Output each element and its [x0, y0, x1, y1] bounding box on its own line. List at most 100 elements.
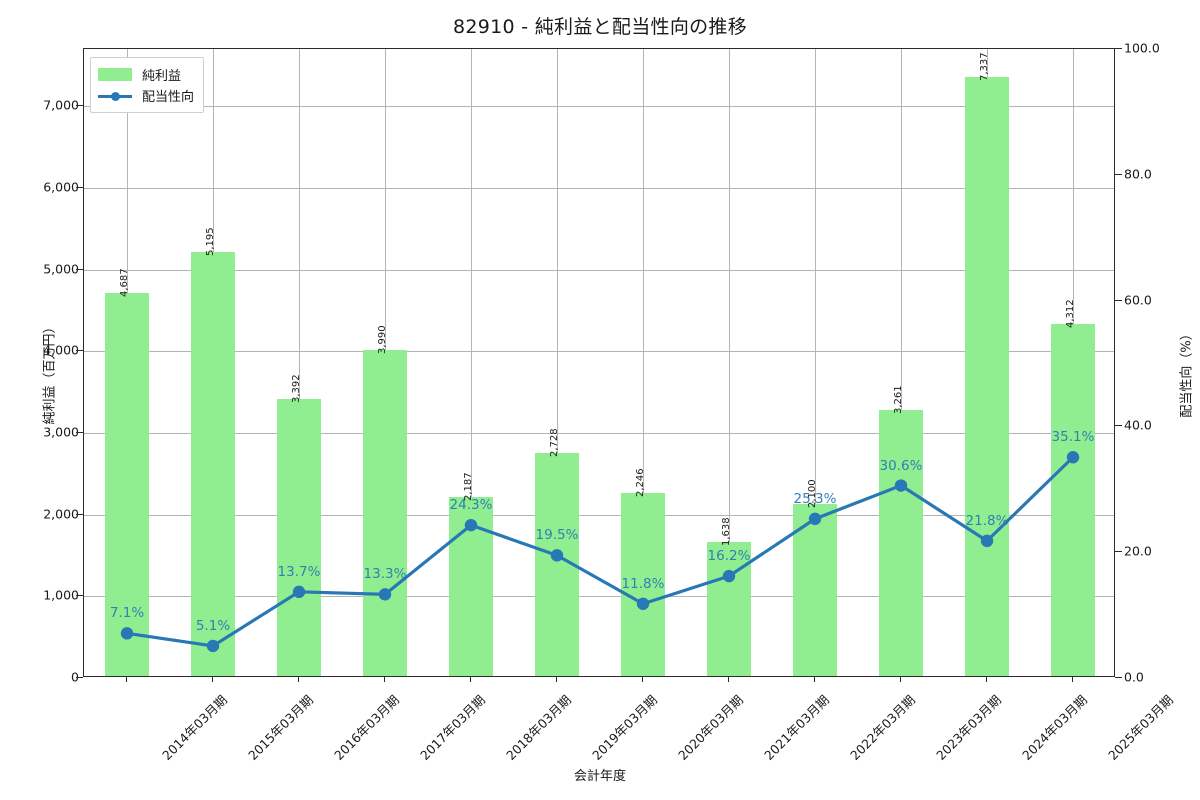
bar-value-label: 2,100 — [807, 479, 818, 509]
x-axis-tick-mark — [986, 677, 987, 682]
line-value-label: 16.2% — [707, 548, 751, 565]
y-axis-left-tick-label: 6,000 — [43, 179, 79, 195]
bar-2015年03月期[interactable] — [190, 251, 236, 676]
bar-2022年03月期[interactable] — [792, 504, 838, 676]
bar-2016年03月期[interactable] — [276, 398, 322, 676]
y-axis-left-tick-label: 4,000 — [43, 342, 79, 358]
line-marker-2015年03月期[interactable] — [206, 639, 220, 653]
bar-value-label: 5,195 — [205, 226, 216, 256]
x-axis-tick-label: 2019年03月期 — [589, 692, 660, 763]
line-marker-2014年03月期[interactable] — [120, 627, 134, 640]
bar-value-label: 2,187 — [463, 472, 474, 502]
x-axis-tick-label: 2020年03月期 — [675, 692, 746, 763]
line-marker-2023年03月期[interactable] — [894, 479, 908, 492]
bar-2023年03月期[interactable] — [878, 409, 924, 676]
bar-value-label: 2,246 — [635, 467, 646, 497]
line-value-label: 11.8% — [621, 575, 665, 592]
bar-2014年03月期[interactable] — [104, 293, 150, 676]
gridline-vertical — [643, 49, 644, 676]
line-value-label: 13.7% — [277, 563, 321, 580]
x-axis-tick-mark — [298, 677, 299, 682]
line-series — [120, 451, 1080, 653]
x-axis-tick-label: 2022年03月期 — [847, 692, 918, 763]
x-axis-tick-mark — [556, 677, 557, 682]
gridline-vertical — [471, 49, 472, 676]
line-marker-2016年03月期[interactable] — [292, 585, 306, 599]
line-marker-2025年03月期[interactable] — [1066, 451, 1080, 464]
legend-label-payout-ratio: 配当性向 — [142, 90, 195, 105]
y-axis-right-tick-label: 0.0 — [1124, 669, 1144, 685]
y-axis-right-tick-label: 80.0 — [1124, 166, 1152, 182]
chart-title: 82910 - 純利益と配当性向の推移 — [452, 16, 748, 38]
y-axis-left-tick-label: 7,000 — [43, 97, 79, 113]
x-axis-tick-mark — [900, 677, 901, 682]
y-axis-left-tick-label: 3,000 — [43, 424, 79, 440]
y-axis-left-tick-mark — [76, 513, 83, 515]
bar-value-label: 2,728 — [549, 428, 560, 458]
x-axis-tick-mark — [126, 677, 127, 682]
y-axis-right-tick-label: 40.0 — [1124, 417, 1152, 433]
gridline-vertical — [557, 49, 558, 676]
legend-label-net-income: 純利益 — [142, 69, 182, 84]
y-axis-left-tick-mark — [76, 186, 83, 188]
bar-2020年03月期[interactable] — [620, 492, 666, 676]
x-axis-tick-mark — [470, 677, 471, 682]
bar-value-label: 7,337 — [979, 52, 990, 81]
y-axis-right-title: 配当性向（%） — [1179, 327, 1195, 418]
x-axis-tick-label: 2015年03月期 — [245, 692, 316, 763]
x-axis-tick-label: 2023年03月期 — [933, 692, 1004, 763]
y-axis-left-tick-mark — [76, 677, 83, 678]
bar-value-label: 3,990 — [377, 325, 388, 355]
y-axis-right-tick-mark — [1115, 677, 1122, 678]
y-axis-right-tick-label: 20.0 — [1124, 543, 1152, 559]
bar-2025年03月期[interactable] — [1050, 323, 1096, 676]
x-axis-tick-label: 2014年03月期 — [159, 692, 230, 763]
y-axis-left-tick-mark — [76, 595, 83, 597]
bar-value-label: 4,687 — [119, 268, 130, 298]
legend-item-payout-ratio: 配当性向 — [98, 85, 194, 106]
line-marker-2021年03月期[interactable] — [722, 569, 736, 583]
x-axis-tick-label: 2017年03月期 — [417, 692, 488, 763]
line-marker-2022年03月期[interactable] — [808, 512, 822, 526]
bar-2017年03月期[interactable] — [362, 350, 408, 676]
y-axis-left-title: 純利益（百万円） — [42, 320, 58, 425]
y-axis-left-tick-label: 0 — [71, 670, 79, 685]
x-axis-tick-label: 2024年03月期 — [1019, 692, 1090, 763]
y-axis-left-tick-mark — [76, 431, 83, 433]
line-value-label: 13.3% — [363, 566, 407, 583]
y-axis-left-tick-mark — [76, 105, 83, 107]
line-value-label: 25.3% — [793, 490, 837, 507]
line-marker-2017年03月期[interactable] — [378, 588, 392, 601]
gridline-vertical — [299, 49, 300, 676]
x-axis-tick-label: 2025年03月期 — [1105, 692, 1176, 763]
x-axis-tick-mark — [642, 677, 643, 682]
line-marker-2020年03月期[interactable] — [636, 597, 650, 610]
x-axis-tick-mark — [1072, 677, 1073, 682]
bar-2024年03月期[interactable] — [964, 76, 1010, 676]
line-marker-2019年03月期[interactable] — [550, 549, 564, 562]
bar-value-label: 1,638 — [721, 517, 732, 547]
y-axis-left-tick-label: 5,000 — [43, 261, 79, 277]
gridline-horizontal — [84, 351, 1114, 353]
line-value-label: 5.1% — [195, 617, 231, 634]
legend-line-swatch-icon — [98, 89, 132, 102]
chart-legend: 純利益 配当性向 — [90, 57, 205, 113]
x-axis-tick-mark — [212, 677, 213, 682]
gridline-horizontal — [84, 187, 1114, 189]
x-axis-tick-mark — [814, 677, 815, 682]
x-axis-tick-mark — [728, 677, 729, 682]
legend-item-net-income: 純利益 — [98, 64, 194, 85]
bar-value-label: 3,261 — [893, 384, 904, 414]
line-value-label: 19.5% — [535, 527, 579, 544]
x-axis-tick-label: 2018年03月期 — [503, 692, 574, 763]
y-axis-left-tick-mark — [76, 350, 83, 352]
y-axis-left-tick-label: 1,000 — [43, 587, 79, 603]
y-axis-right-tick-label: 100.0 — [1124, 40, 1160, 56]
line-marker-2024年03月期[interactable] — [980, 534, 994, 548]
y-axis-right-tick-mark — [1115, 173, 1122, 175]
line-marker-2018年03月期[interactable] — [464, 518, 478, 532]
line-value-label: 30.6% — [879, 457, 923, 474]
line-value-label: 24.3% — [449, 497, 493, 514]
gridline-vertical — [901, 49, 902, 676]
x-axis-title: 会計年度 — [573, 769, 626, 784]
